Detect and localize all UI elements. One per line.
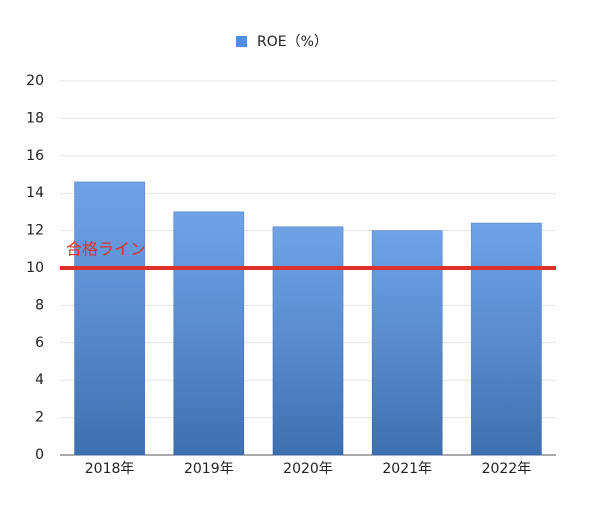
- y-tick-label: 16: [26, 148, 44, 164]
- x-tick-label: 2019年: [184, 461, 234, 477]
- y-tick-label: 0: [35, 447, 44, 463]
- bar-shading: [372, 230, 443, 455]
- x-tick-label: 2021年: [382, 461, 432, 477]
- y-tick-label: 10: [26, 260, 44, 276]
- y-tick-label: 8: [35, 297, 44, 313]
- bar-shading: [471, 223, 542, 455]
- y-tick-label: 18: [26, 110, 44, 126]
- legend-swatch: [236, 36, 247, 47]
- y-tick-label: 20: [26, 73, 44, 89]
- y-tick-label: 14: [26, 185, 44, 201]
- y-tick-label: 4: [35, 372, 44, 388]
- bar-shading: [74, 181, 145, 456]
- y-tick-label: 2: [35, 410, 44, 426]
- reference-label: 合格ライン: [66, 240, 146, 259]
- bar-shading: [173, 211, 244, 455]
- bar-shading: [273, 226, 343, 455]
- y-tick-label: 12: [26, 223, 44, 239]
- x-tick-label: 2018年: [85, 461, 135, 477]
- x-tick-label: 2022年: [482, 461, 532, 477]
- x-tick-label: 2020年: [283, 461, 333, 477]
- y-tick-label: 6: [35, 335, 44, 351]
- legend-label: ROE（%）: [257, 34, 328, 50]
